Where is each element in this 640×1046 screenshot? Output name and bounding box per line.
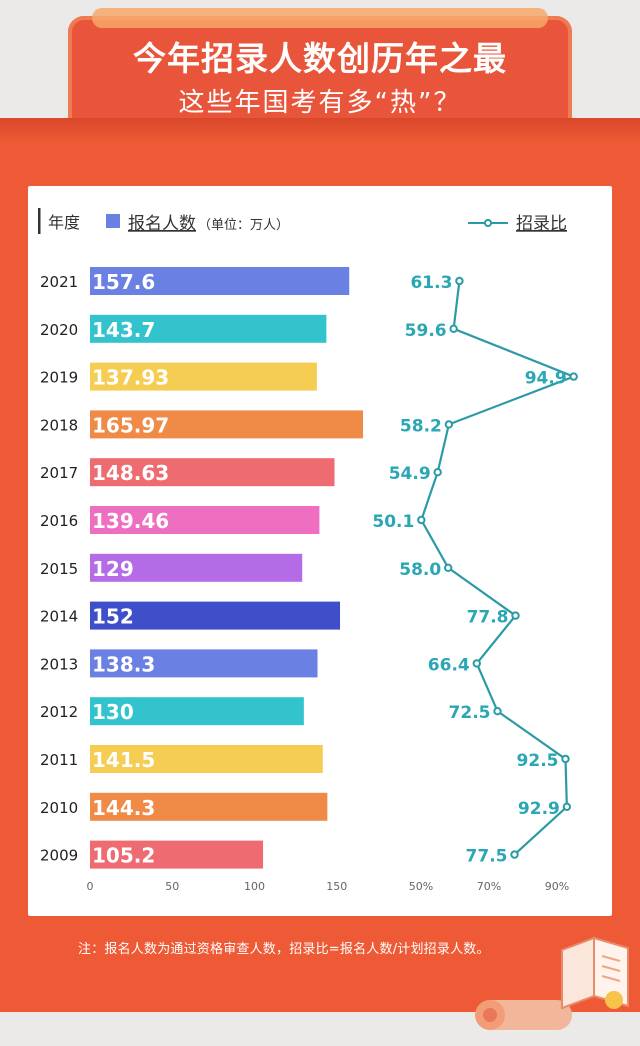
ratio-point [569,372,578,381]
bar-2010 [90,792,328,821]
chart-card: 年度 报名人数 （单位：万人） 招录比 0 50 100 150 50% 70% 90% 2… [28,186,612,916]
ratio-value-label: 50.1 [372,512,414,532]
bar-2013 [90,649,318,678]
bar-2020 [90,314,327,343]
ratio-point [510,850,519,859]
year-label: 2019 [40,369,78,387]
bar-axis-tick: 100 [244,880,265,893]
year-label: 2010 [40,799,78,817]
ratio-point [433,468,442,477]
ratio-point [449,324,458,334]
year-label: 2009 [40,847,78,865]
ratio-point [417,515,426,525]
ratio-value-label: 66.4 [428,655,470,675]
bar-value-label: 148.63 [92,461,169,485]
bar-2021 [90,267,350,295]
bar-2017 [90,458,335,487]
legend-line-label: 招录比 [516,214,567,234]
legend-bar-swatch [106,214,120,228]
bar-2009 [90,840,264,869]
bar-axis-tick: 0 [87,880,94,893]
ratio-value-label: 54.9 [389,464,431,484]
chart-svg: 年度 报名人数 （单位：万人） 招录比 0 50 100 150 50% 70% 90% 2… [38,208,578,893]
book-decoration [561,936,629,1010]
ratio-point [493,707,502,716]
ratio-point [444,420,454,429]
ratio-point [444,563,453,572]
ratio-point [562,802,572,811]
page-subtitle: 这些年国考有多“热”？ [178,88,462,118]
bar-value-label: 165.97 [92,413,169,437]
ratio-value-label: 77.5 [466,847,508,867]
banner-highlight [92,8,548,28]
bar-value-label: 157.6 [92,270,155,294]
bar-2019 [90,362,317,391]
bar-value-label: 138.3 [92,652,155,676]
ratio-value-label: 72.5 [449,703,491,723]
ratio-value-label: 59.6 [405,321,447,341]
legend-year-marker [38,208,41,234]
legend-line-dot [484,219,492,227]
ratio-value-label: 77.8 [467,608,509,628]
title-banner [68,16,572,132]
year-label: 2015 [40,560,78,578]
bar-value-label: 141.5 [92,748,155,772]
bar-2012 [90,697,304,726]
year-label: 2018 [40,416,78,434]
year-label: 2012 [40,703,78,721]
ratio-axis-tick: 70% [477,880,501,893]
year-label: 2011 [40,751,78,769]
bar-2014 [90,601,341,630]
legend-bar-unit: （单位：万人） [198,218,289,233]
bar-value-label: 152 [92,605,134,629]
bar-value-label: 105.2 [92,844,155,868]
bar-axis-tick: 50 [165,880,179,893]
footnote: 注：报名人数为通过资格审查人数，招录比=报名人数/计划招录人数。 [78,942,490,957]
year-label: 2021 [40,273,78,291]
ratio-point [511,611,520,620]
year-label: 2017 [40,464,78,482]
bar-value-label: 143.7 [92,318,155,342]
bar-value-label: 137.93 [92,366,169,390]
ratio-point [472,659,481,668]
ratio-value-label: 92.5 [517,751,559,771]
legend-bar-label: 报名人数 [128,214,196,234]
bar-2016 [90,506,320,534]
bar-axis-tick: 150 [326,880,347,893]
ratio-point [455,276,464,286]
ratio-value-label: 94.9 [525,369,567,389]
bar-2011 [90,745,323,773]
legend-year-label: 年度 [48,213,80,232]
chart-background-edge [0,118,640,144]
ratio-axis-tick: 50% [409,880,433,893]
bar-value-label: 144.3 [92,796,155,820]
scroll-decoration [475,1000,572,1030]
ratio-value-label: 58.2 [400,416,442,436]
year-label: 2020 [40,321,78,339]
page-title: 今年招录人数创历年之最 [133,39,507,78]
year-label: 2016 [40,512,78,530]
ratio-value-label: 58.0 [399,560,441,580]
ratio-axis-tick: 90% [545,880,569,893]
bar-value-label: 139.46 [92,509,169,533]
bar-2015 [90,553,303,582]
bar-value-label: 129 [92,557,134,581]
bar-value-label: 130 [92,700,134,724]
year-label: 2014 [40,608,78,626]
year-label: 2013 [40,655,78,673]
bar-2018 [90,410,364,439]
ratio-point [561,754,570,764]
ratio-value-label: 92.9 [518,799,560,819]
ratio-value-label: 61.3 [410,273,452,293]
